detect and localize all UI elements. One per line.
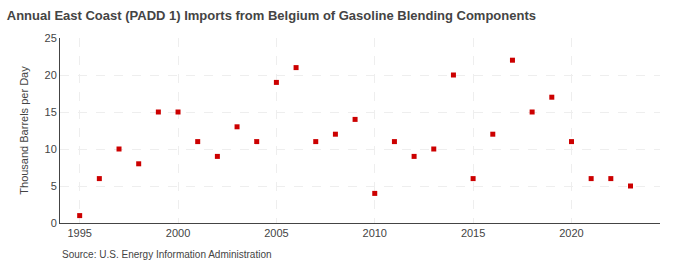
svg-text:2020: 2020 bbox=[559, 227, 583, 239]
svg-text:2010: 2010 bbox=[363, 227, 387, 239]
svg-text:2005: 2005 bbox=[264, 227, 288, 239]
svg-text:10: 10 bbox=[45, 143, 57, 155]
svg-text:Source: U.S. Energy Informatio: Source: U.S. Energy Information Administ… bbox=[62, 249, 272, 260]
svg-text:2000: 2000 bbox=[166, 227, 190, 239]
svg-text:15: 15 bbox=[45, 106, 57, 118]
svg-text:20: 20 bbox=[45, 69, 57, 81]
svg-text:5: 5 bbox=[51, 180, 57, 192]
svg-text:0: 0 bbox=[51, 217, 57, 229]
svg-text:Thousand Barrels per Day: Thousand Barrels per Day bbox=[18, 66, 30, 195]
svg-text:1995: 1995 bbox=[67, 227, 91, 239]
svg-text:2015: 2015 bbox=[461, 227, 485, 239]
svg-text:Annual East Coast (PADD 1) Imp: Annual East Coast (PADD 1) Imports from … bbox=[7, 8, 536, 23]
svg-text:25: 25 bbox=[45, 32, 57, 44]
